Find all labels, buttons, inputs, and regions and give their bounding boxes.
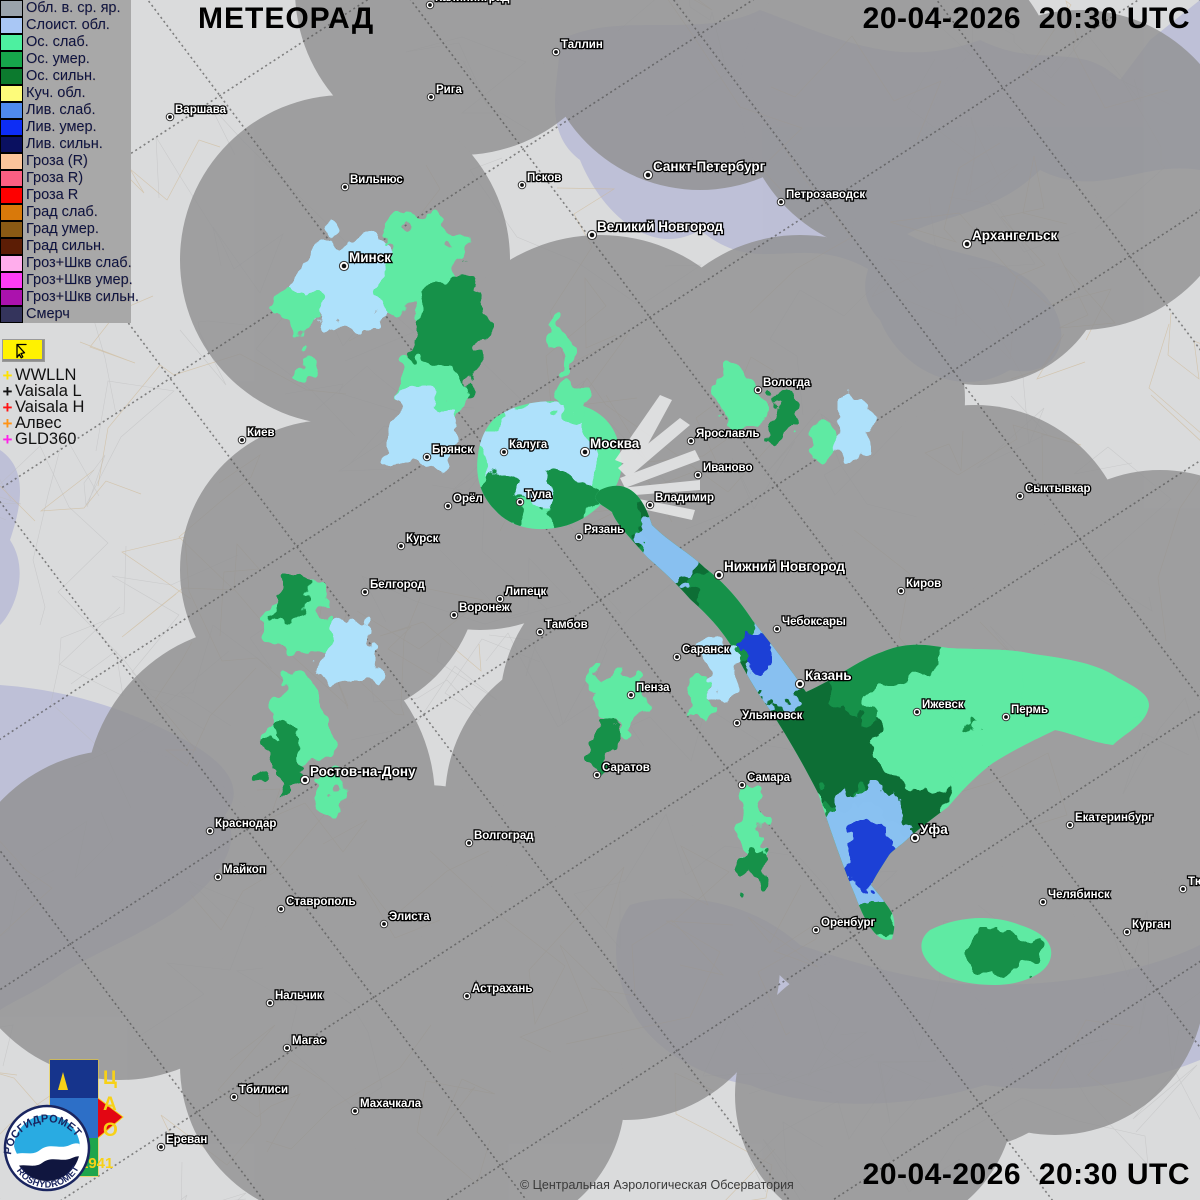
svg-text:Ц: Ц [103,1068,117,1089]
svg-text:О: О [103,1120,118,1141]
svg-text:А: А [103,1094,117,1115]
